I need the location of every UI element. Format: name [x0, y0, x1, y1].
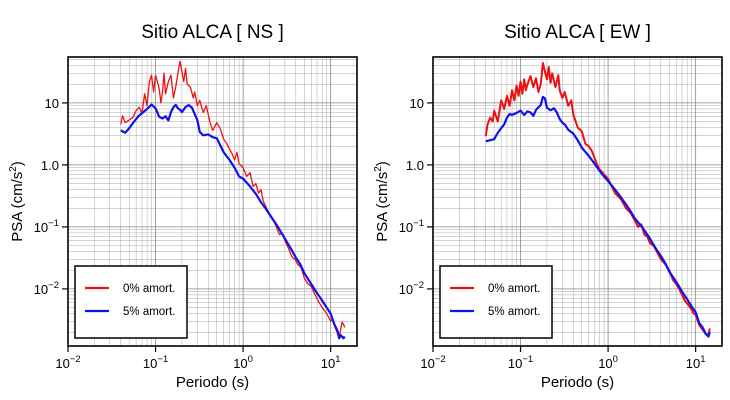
y-tick-label: 10−1: [399, 218, 424, 235]
plot-frame: [432, 56, 723, 347]
legend-label: 5% amort.: [488, 306, 540, 318]
chart-panel-2: Sitio ALCA [ EW ] 10−2 10−1 100 101 10−2 10−1 1…: [373, 22, 723, 391]
y-tick-label: 10−1: [34, 218, 59, 235]
y-axis-label: PSA (cm/s2): [373, 161, 391, 242]
legend: 0% amort. 5% amort.: [74, 265, 188, 339]
legend-label: 0% amort.: [123, 283, 175, 295]
x-tick-label: 100: [233, 354, 253, 371]
legend-box: [439, 265, 553, 339]
legend-label: 5% amort.: [123, 306, 175, 318]
y-tick-label: 10−2: [34, 280, 59, 297]
y-tick-label: 1.0: [406, 158, 424, 173]
x-axis-label: Periodo (s): [176, 374, 249, 391]
y-tick-label: 10: [45, 96, 59, 111]
x-tick-label: 10−1: [143, 354, 168, 371]
chart-panel-1: Sitio ALCA [ NS ] 10−2 10−1 100 101 10−2 10−1 1…: [8, 22, 358, 391]
legend: 0% amort. 5% amort.: [439, 265, 553, 339]
x-tick-label: 10−1: [508, 354, 533, 371]
x-tick-label: 101: [686, 354, 706, 371]
series-line-damping-0: [484, 62, 711, 337]
series-line-damping-5: [120, 103, 346, 340]
series-line-damping-0: [120, 60, 346, 339]
y-tick-label: 10: [410, 96, 424, 111]
plot-frame: [67, 56, 358, 347]
y-tick-label: 1.0: [41, 158, 59, 173]
chart-title: Sitio ALCA [ EW ]: [504, 22, 651, 43]
x-tick-label: 10−2: [55, 354, 80, 371]
x-tick-label: 100: [598, 354, 618, 371]
y-tick-label: 10−2: [399, 280, 424, 297]
x-axis-label: Periodo (s): [541, 374, 614, 391]
legend-label: 0% amort.: [488, 283, 540, 295]
x-tick-label: 101: [321, 354, 341, 371]
legend-box: [74, 265, 188, 339]
chart-title: Sitio ALCA [ NS ]: [141, 22, 284, 43]
x-tick-label: 10−2: [420, 354, 445, 371]
series-line-damping-5: [485, 95, 711, 338]
y-axis-label: PSA (cm/s2): [8, 161, 26, 242]
